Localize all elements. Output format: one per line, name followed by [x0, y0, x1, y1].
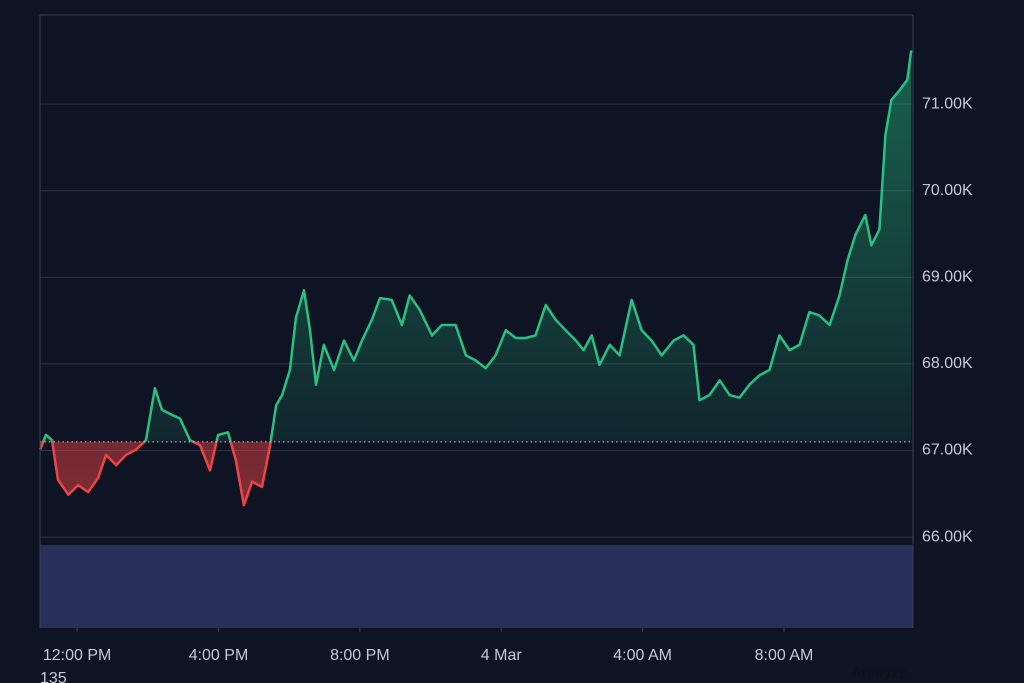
analyze-button[interactable]: Analyze [851, 665, 908, 682]
y-tick-label: 70.00K [922, 182, 973, 199]
x-tick-label: 8:00 PM [330, 647, 390, 664]
y-tick-label: 69.00K [922, 269, 973, 286]
line-up [41, 50, 913, 442]
x-tick-label: 8:00 AM [755, 647, 814, 664]
x-tick-label: 4 Mar [481, 647, 523, 664]
y-tick-label: 68.00K [922, 355, 973, 372]
footer-left: 135 [40, 670, 67, 683]
x-tick-label: 12:00 PM [43, 647, 111, 664]
y-tick-label: 66.00K [922, 528, 973, 545]
area-up [43, 50, 912, 442]
area-down [40, 441, 912, 506]
x-tick-label: 4:00 PM [189, 647, 249, 664]
y-tick-label: 67.00K [922, 442, 973, 459]
x-tick-label: 4:00 AM [613, 647, 672, 664]
volume-area [40, 545, 913, 628]
y-tick-label: 71.00K [922, 95, 973, 112]
